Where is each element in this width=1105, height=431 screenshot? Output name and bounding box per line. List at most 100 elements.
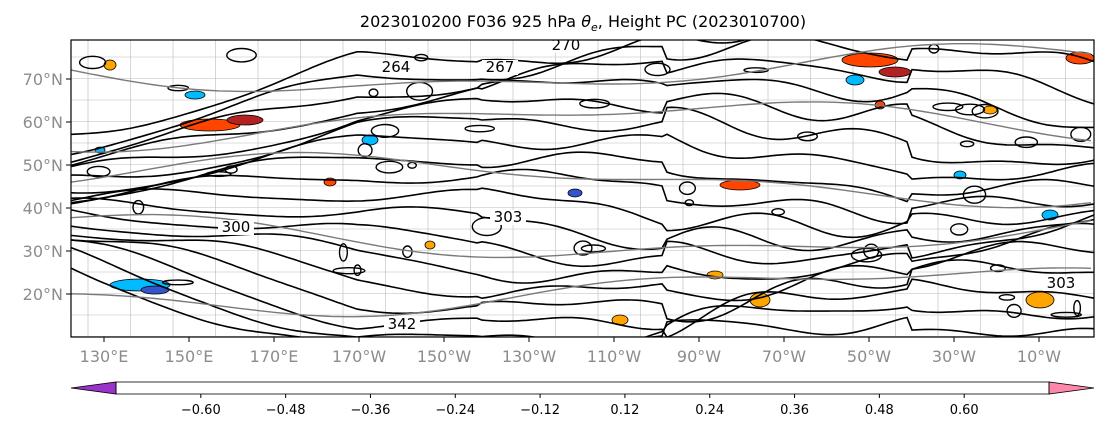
latitude-label: 70°N <box>23 70 63 89</box>
longitude-label: 90°W <box>677 347 721 366</box>
contour-label: 270 <box>552 36 581 54</box>
theta-e-eddy <box>579 98 611 109</box>
colorbar <box>70 381 1095 395</box>
colorbar-tick-label: −0.24 <box>435 403 475 418</box>
theta-e-eddy <box>167 84 190 92</box>
colorbar-tick-label: 0.12 <box>610 403 639 418</box>
theta-e-eddy <box>161 279 194 286</box>
theta-e-contour-line <box>71 234 1094 302</box>
theta-e-contour-line <box>71 151 1094 204</box>
contour-label: 342 <box>388 315 417 333</box>
theta-e-eddy <box>959 140 975 148</box>
pc-shading-blob <box>226 114 264 126</box>
pc-shading-blob <box>424 240 436 250</box>
map-panel: 270 264 267 303 300 303 342 <box>70 36 1095 338</box>
colorbar-tick-label: 0.60 <box>950 403 979 418</box>
theta-e-eddy <box>1006 303 1022 319</box>
theta-e-eddy <box>414 53 429 62</box>
theta-e-contour-line <box>71 40 1094 156</box>
theta-e-eddy <box>678 181 697 196</box>
theta-e-eddy <box>989 264 1006 273</box>
longitude-label: 70°W <box>762 347 806 366</box>
longitude-label: 30°W <box>932 347 976 366</box>
theta-e-contour-line <box>71 187 1094 239</box>
longitude-label: 130°W <box>502 347 557 366</box>
theta-e-contour-line <box>71 239 1094 337</box>
latitude-label: 60°N <box>23 113 63 132</box>
theta-e-eddy <box>78 55 107 70</box>
contour-label: 300 <box>222 218 251 236</box>
contour-label-bg <box>490 210 526 225</box>
theta-e-eddy <box>971 103 999 119</box>
theta-e-eddy <box>1073 299 1082 317</box>
longitude-label: 10°W <box>1017 347 1061 366</box>
pc-shading-blob <box>567 188 583 198</box>
theta-e-contour-line <box>71 58 1094 164</box>
longitude-labels: 130°E 150°E 170°E 170°W 150°W 130°W 110°W 90°W 7… <box>80 347 1062 366</box>
colorbar-tick-label: 0.36 <box>780 403 809 418</box>
map-background <box>71 40 1094 337</box>
title-theta-subscript: e <box>591 21 598 34</box>
theta-e-eddy <box>797 131 819 142</box>
theta-e-eddy <box>850 247 883 263</box>
height-contour-line <box>71 101 1092 153</box>
colorbar-tick-label: 0.24 <box>695 403 724 418</box>
theta-e-eddy <box>353 264 362 277</box>
axis-ticks <box>66 78 1040 342</box>
longitude-label: 150°W <box>417 347 472 366</box>
colorbar-under-arrow <box>70 381 117 395</box>
contour-label-bg <box>218 220 254 235</box>
theta-e-contour-line <box>71 106 1094 178</box>
theta-e-contour-line <box>71 78 1094 167</box>
theta-e-eddy <box>863 243 880 259</box>
height-contour-line <box>71 43 1092 93</box>
theta-e-contour-line <box>71 168 1094 225</box>
colorbar-tick-label: −0.12 <box>520 403 560 418</box>
colorbar-over-arrow <box>1048 381 1095 395</box>
colorbar-tick-label: −0.60 <box>181 403 221 418</box>
longitude-label: 150°E <box>165 347 214 366</box>
contour-label: 303 <box>494 208 523 226</box>
theta-e-contour-line <box>71 239 1094 323</box>
theta-e-eddy <box>338 243 349 262</box>
latitude-label: 20°N <box>23 285 63 304</box>
height-contour-line <box>71 151 1092 209</box>
pc-shading-blob <box>1025 291 1055 309</box>
colorbar-tick-label: −0.36 <box>351 403 391 418</box>
contour-label-bg <box>378 60 414 75</box>
theta-e-eddy <box>954 103 986 116</box>
contour-label: 264 <box>382 58 411 76</box>
theta-e-eddy <box>932 102 964 112</box>
theta-e-contour-line <box>71 133 1094 194</box>
theta-e-contour-line <box>71 40 748 136</box>
theta-e-contour-line <box>71 267 1094 337</box>
theta-e-eddy <box>1070 126 1092 143</box>
contour-label-bg <box>548 40 584 53</box>
map-frame <box>70 39 1095 338</box>
theta-e-eddy <box>132 199 145 215</box>
pc-shading-blob <box>841 52 899 68</box>
longitude-label: 130°E <box>80 347 129 366</box>
longitude-label: 170°E <box>250 347 299 366</box>
colorbar-tick-label: −0.48 <box>266 403 306 418</box>
contour-label-bg <box>384 317 420 332</box>
contour-label: 303 <box>1047 274 1076 292</box>
theta-e-eddy <box>332 267 366 275</box>
contour-label: 267 <box>486 58 515 76</box>
latitude-label: 40°N <box>23 199 63 218</box>
contour-label-bg <box>482 60 518 75</box>
theta-e-eddy <box>407 161 417 169</box>
theta-e-eddy <box>743 67 769 74</box>
theta-e-eddy <box>375 160 404 174</box>
title-theta: θ <box>581 12 591 31</box>
figure-title: 2023010200 F036 925 hPa θe, Height PC (2… <box>360 12 806 34</box>
contour-labels: 270 264 267 303 300 303 342 <box>218 36 1079 333</box>
colorbar-tick-label: 0.48 <box>865 403 894 418</box>
longitude-label: 50°W <box>847 347 891 366</box>
theta-e-eddy <box>1050 311 1082 318</box>
theta-e-eddy <box>962 185 987 204</box>
title-suffix: , Height PC (2023010700) <box>598 12 806 31</box>
theta-e-eddy <box>573 240 593 256</box>
latitude-label: 50°N <box>23 156 63 175</box>
